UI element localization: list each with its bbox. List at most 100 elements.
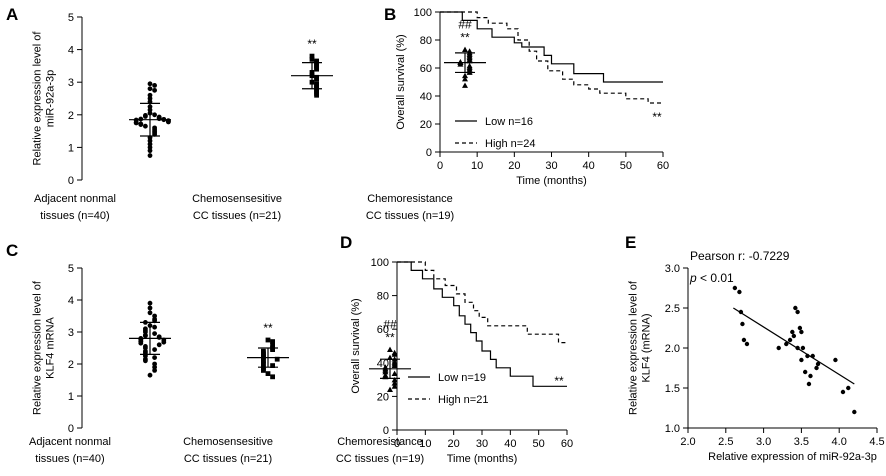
panel-c-significance-label: ** bbox=[263, 321, 273, 335]
panel-c-group-0-point bbox=[156, 335, 162, 340]
panel-c-group-2-point bbox=[391, 380, 398, 386]
panel-e-point bbox=[793, 305, 798, 311]
panel-c-group-label: Adjacent nonmal bbox=[29, 436, 111, 448]
panel-e-x-tick-label: 4.0 bbox=[832, 436, 847, 448]
panel-c-group-1-point bbox=[265, 337, 271, 343]
panel-e-y-tick-label: 2.0 bbox=[665, 343, 680, 355]
panel-a-group-0-point bbox=[152, 112, 158, 118]
panel-c-group-0-point bbox=[152, 347, 158, 352]
panel-a-significance-label: ## bbox=[458, 18, 472, 32]
panel-e-point bbox=[791, 333, 797, 339]
panel-c-group-1-point bbox=[261, 361, 266, 367]
panel-c-group-0-point bbox=[147, 300, 153, 306]
panel-a-group-0-point bbox=[143, 123, 148, 129]
panel-c-group-2-point bbox=[382, 369, 389, 375]
panel-b-legend-label: Low n=16 bbox=[485, 116, 533, 128]
panel-b-y-tick-label: 40 bbox=[420, 91, 432, 103]
panel-c-group-0-point bbox=[138, 340, 144, 346]
panel-e-point bbox=[737, 289, 742, 295]
panel-e-point bbox=[840, 389, 846, 395]
panel-d-x-tick-label: 60 bbox=[561, 438, 573, 450]
panel-e-x-axis-label: Relative expression of miR-92a-3p bbox=[708, 451, 877, 463]
panel-c-y-tick-label: 3 bbox=[68, 327, 74, 339]
panel-label-b: B bbox=[384, 5, 396, 24]
panel-b-y-tick-label: 60 bbox=[420, 63, 432, 75]
panel-a-group-2-point bbox=[462, 46, 468, 52]
panel-d-y-axis-label: Overall survival (%) bbox=[350, 298, 362, 393]
panel-c-group-label: CC tissues (n=19) bbox=[336, 453, 424, 465]
panel-a-group-0-point bbox=[166, 119, 171, 125]
panel-e-point bbox=[815, 361, 821, 367]
panel-label-d: D bbox=[340, 233, 352, 252]
panel-e-point bbox=[814, 365, 819, 371]
panel-c-group-2: **## Chemoresistance CC tissues (n=19) bbox=[336, 318, 424, 465]
panel-c-group-2-point bbox=[391, 377, 398, 383]
panel-d-y-axis-label-line: Overall survival (%) bbox=[350, 298, 362, 393]
panel-a-group-1: ** Chemosensesitive CC tissues (n=21) bbox=[192, 37, 333, 222]
panel-a-group-1-point bbox=[314, 76, 319, 82]
panel-b-series-low-line bbox=[440, 11, 663, 83]
panel-a-group-1-point bbox=[314, 92, 319, 98]
panel-d-x-tick-label: 40 bbox=[504, 438, 516, 450]
panel-d-significance-label: ** bbox=[554, 374, 564, 388]
panel-b-y-tick-label: 100 bbox=[414, 7, 432, 19]
panel-a-group-0-point bbox=[147, 153, 153, 158]
panel-e-y-axis-label-line: KLF4 (mRNA) bbox=[640, 313, 652, 382]
panel-c-y-axis-label-line: KLF4 mRNA bbox=[44, 316, 56, 378]
panel-e-point bbox=[740, 321, 745, 327]
panel-label-a: A bbox=[6, 5, 18, 24]
panel-a-y-axis-label-line: miR-92a-3p bbox=[44, 70, 56, 127]
panel-c-group-2-point bbox=[387, 346, 393, 352]
panel-a-group-label: Adjacent nonmal bbox=[34, 193, 116, 205]
panel-e-x-tick-label: 3.0 bbox=[756, 436, 771, 448]
panel-a-group-0-point bbox=[138, 122, 144, 127]
panel-d-x-axis-label: Time (months) bbox=[447, 453, 518, 465]
panel-e-point bbox=[833, 357, 838, 363]
panel-e-point bbox=[741, 337, 747, 343]
panel-a-group-label: Chemoresistance bbox=[367, 193, 453, 205]
panel-a-group-2-point bbox=[457, 61, 464, 67]
panel-a-group-label: CC tissues (n=21) bbox=[193, 210, 281, 222]
panel-a-y-tick-label: 5 bbox=[68, 12, 74, 24]
panel-a-group-0-point bbox=[138, 116, 144, 122]
panel-c-y-tick-label: 1 bbox=[68, 391, 74, 403]
panel-b-x-tick-label: 40 bbox=[583, 160, 595, 172]
panel-e-point bbox=[732, 285, 738, 291]
panel-e-point bbox=[799, 329, 804, 335]
panel-c-group-0-point bbox=[143, 358, 148, 364]
panel-c-group-label: Chemosensesitive bbox=[183, 436, 273, 448]
panel-a-group-2: **## Chemoresistance CC tissues (n=19) bbox=[366, 18, 486, 222]
panel-c-group-label: Chemoresistance bbox=[337, 436, 423, 448]
panel-c-group-1-point bbox=[270, 347, 275, 352]
panel-a-group-0-point bbox=[152, 83, 158, 88]
panel-c-group-2-point bbox=[391, 383, 398, 389]
panel-c-group-0-point bbox=[147, 372, 153, 378]
panel-b-y-tick-label: 0 bbox=[426, 147, 432, 159]
panel-a-group-1-point bbox=[309, 56, 315, 62]
panel-e-x-tick-label: 2.5 bbox=[718, 436, 733, 448]
panel-d-y-tick-label: 100 bbox=[371, 257, 389, 269]
panel-a-group-0-point bbox=[156, 116, 162, 122]
panel-c-scatter: 0 1 2 3 4 5 Relative expression level ofKLF4 m… bbox=[29, 263, 424, 465]
panel-c-y-tick-label: 0 bbox=[68, 423, 74, 435]
panel-e-point bbox=[790, 329, 795, 335]
panel-a-group-1-point bbox=[314, 66, 319, 72]
panel-d-x-tick-label: 50 bbox=[533, 438, 545, 450]
panel-b-legend-label: High n=24 bbox=[485, 138, 535, 150]
panel-d-legend-label: High n=21 bbox=[438, 394, 488, 406]
panel-c-group-0-point bbox=[152, 324, 158, 330]
panel-c-group-0-point bbox=[152, 331, 158, 336]
panel-a-group-1-point bbox=[309, 53, 315, 59]
panel-a-group-0: Adjacent nonmal tissues (n=40) bbox=[34, 81, 171, 222]
panel-d-series-low-line bbox=[397, 261, 567, 387]
panel-e-y-tick-label: 2.5 bbox=[665, 303, 680, 315]
panel-e-regression-line bbox=[733, 307, 855, 385]
panel-a-y-tick-label: 3 bbox=[68, 77, 74, 89]
panel-a-y-axis-label: Relative expression level ofmiR-92a-3p bbox=[32, 31, 57, 166]
panel-e-y-tick-label: 3.0 bbox=[665, 263, 680, 275]
panel-c-group-2-point bbox=[391, 370, 398, 376]
panel-e-point bbox=[787, 337, 793, 343]
pearson-label: Pearson r: -0.7229 bbox=[690, 249, 790, 263]
panel-a-y-axis-label-line: Relative expression level of bbox=[32, 31, 44, 166]
